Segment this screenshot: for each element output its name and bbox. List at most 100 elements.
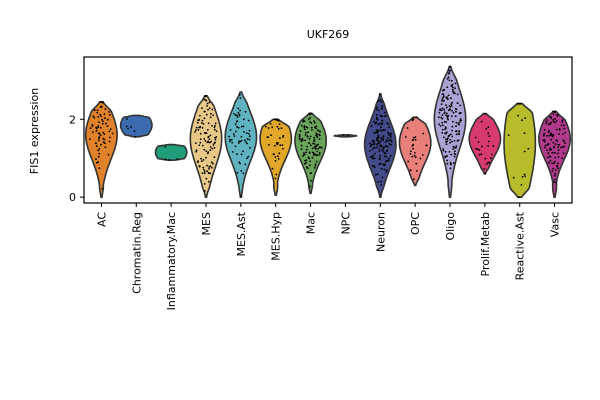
data-point	[237, 126, 240, 129]
data-point	[444, 126, 447, 128]
data-point	[492, 145, 495, 148]
data-point	[386, 137, 389, 140]
data-point	[315, 144, 318, 147]
data-point	[233, 113, 236, 115]
data-point	[213, 146, 216, 149]
data-point	[198, 144, 201, 147]
data-point	[552, 134, 555, 136]
data-point	[239, 195, 242, 197]
data-point	[449, 69, 451, 72]
data-point	[276, 143, 279, 146]
data-point	[382, 150, 385, 152]
data-point	[371, 155, 374, 157]
data-point	[203, 172, 206, 175]
data-point	[203, 168, 205, 171]
data-point	[441, 124, 444, 127]
violin-ac	[84, 100, 118, 198]
data-point	[215, 130, 218, 133]
x-tick-label: MES.Ast	[235, 211, 248, 256]
data-point	[98, 152, 101, 155]
data-point	[318, 146, 321, 149]
data-point	[384, 141, 387, 144]
data-point	[383, 155, 386, 158]
violin-inflammatory-mac	[154, 143, 188, 161]
data-point	[214, 128, 216, 131]
violin-vasc	[538, 110, 572, 198]
data-point	[524, 117, 527, 119]
data-point	[439, 125, 442, 127]
violin-body	[189, 95, 223, 198]
data-point	[449, 141, 451, 144]
data-point	[485, 127, 488, 130]
data-point	[450, 163, 453, 166]
data-point	[554, 121, 556, 124]
data-point	[387, 146, 389, 148]
data-point	[317, 129, 319, 132]
data-point	[245, 132, 248, 135]
data-point	[214, 124, 216, 127]
data-point	[109, 136, 111, 139]
data-point	[381, 149, 383, 151]
data-point	[382, 135, 385, 137]
violin-prolif-metab	[468, 112, 502, 175]
data-point	[311, 147, 314, 150]
data-point	[454, 82, 457, 85]
violin-body	[503, 102, 537, 198]
data-point	[546, 134, 548, 137]
data-point	[553, 162, 555, 165]
data-point	[240, 139, 243, 142]
data-point	[102, 141, 105, 144]
data-point	[208, 166, 211, 168]
data-point	[445, 143, 448, 146]
data-point	[315, 160, 318, 163]
data-point	[412, 117, 415, 119]
data-point	[99, 126, 102, 129]
data-point	[271, 167, 274, 170]
data-point	[305, 148, 308, 151]
data-point	[376, 131, 379, 134]
data-point	[389, 138, 391, 141]
data-point	[512, 176, 515, 179]
data-point	[557, 149, 560, 152]
violin-points	[507, 102, 530, 199]
data-point	[440, 103, 443, 105]
data-point	[543, 129, 546, 131]
data-point	[206, 164, 209, 167]
data-point	[552, 167, 555, 170]
data-point	[451, 140, 453, 143]
data-point	[562, 133, 564, 136]
data-point	[199, 138, 202, 141]
data-point	[368, 142, 371, 145]
data-point	[451, 115, 453, 117]
data-point	[384, 152, 387, 155]
data-point	[203, 170, 206, 173]
data-point	[97, 161, 100, 163]
data-point	[312, 142, 314, 145]
data-point	[379, 154, 381, 157]
data-point	[95, 158, 97, 161]
violin-mes-ast	[224, 91, 258, 198]
data-point	[309, 172, 312, 175]
data-point	[441, 128, 444, 131]
data-point	[372, 157, 374, 160]
violin-body	[433, 65, 467, 198]
data-point	[313, 120, 315, 122]
data-point	[442, 95, 445, 97]
data-point	[97, 149, 99, 152]
data-point	[545, 120, 548, 123]
data-point	[376, 143, 379, 146]
data-point	[446, 112, 448, 115]
data-point	[278, 152, 281, 155]
data-point	[96, 109, 99, 112]
data-point	[443, 112, 446, 115]
data-point	[407, 160, 410, 163]
data-point	[447, 76, 450, 79]
data-point	[99, 113, 102, 116]
data-point	[278, 119, 280, 122]
data-point	[371, 140, 374, 143]
data-point	[202, 166, 205, 169]
data-point	[382, 146, 385, 149]
data-point	[269, 122, 272, 125]
data-point	[247, 155, 250, 158]
data-point	[381, 119, 384, 122]
